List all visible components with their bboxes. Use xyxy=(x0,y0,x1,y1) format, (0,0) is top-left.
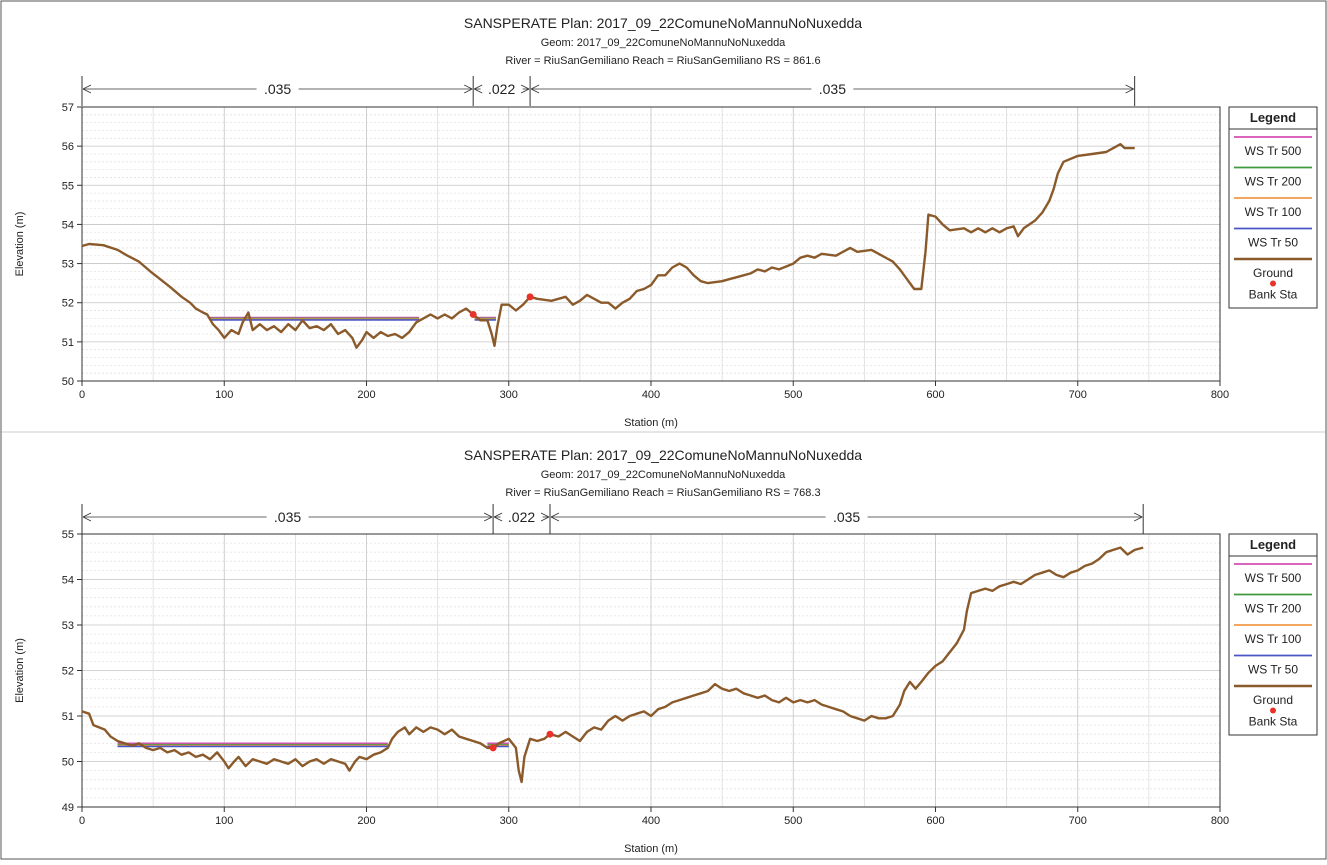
chart-title: SANSPERATE Plan: 2017_09_22ComuneNoMannu… xyxy=(464,15,862,31)
mannings-n-value: .035 xyxy=(819,81,846,97)
x-tick-label: 700 xyxy=(1069,815,1087,827)
legend-title: Legend xyxy=(1250,537,1296,552)
legend-entry-label: WS Tr 50 xyxy=(1248,236,1298,250)
bank-station-point xyxy=(526,293,534,301)
x-tick-label: 500 xyxy=(784,389,802,401)
legend-entry-label: WS Tr 50 xyxy=(1248,663,1298,677)
mannings-n-value: .035 xyxy=(833,509,860,525)
legend-entry-label: WS Tr 500 xyxy=(1245,144,1302,158)
y-tick-label: 53 xyxy=(62,620,74,632)
legend-entry-label: Bank Sta xyxy=(1249,288,1298,302)
chart-subtitle-geom: Geom: 2017_09_22ComuneNoMannuNoNuxedda xyxy=(541,469,786,481)
x-tick-label: 0 xyxy=(79,389,85,401)
legend-swatch-bank-station xyxy=(1270,707,1276,714)
bank-station-point xyxy=(469,310,477,318)
x-tick-label: 800 xyxy=(1211,815,1229,827)
legend-box xyxy=(1228,533,1318,736)
x-tick-label: 600 xyxy=(926,389,944,401)
legend-entry-label: WS Tr 200 xyxy=(1245,602,1302,616)
y-tick-label: 52 xyxy=(62,666,74,678)
bank-station-point xyxy=(489,744,497,752)
legend: Legend WS Tr 500 WS Tr 200 WS Tr 100 WS Tr 5… xyxy=(1228,533,1318,736)
mannings-arrow-left xyxy=(530,84,540,94)
legend-entry-label: WS Tr 100 xyxy=(1245,205,1302,219)
y-tick-label: 54 xyxy=(62,219,74,231)
y-tick-label: 53 xyxy=(62,259,74,271)
chart-panel-2: SANSPERATE Plan: 2017_09_22ComuneNoMannu… xyxy=(14,447,1318,855)
x-tick-label: 400 xyxy=(642,815,660,827)
x-tick-label: 200 xyxy=(357,815,375,827)
legend-box xyxy=(1228,106,1318,309)
y-tick-label: 50 xyxy=(62,376,74,388)
mannings-arrow-right xyxy=(1134,512,1143,522)
mannings-arrow-left xyxy=(493,512,503,522)
x-tick-label: 600 xyxy=(926,815,944,827)
y-tick-label: 55 xyxy=(62,180,74,192)
y-tick-label: 55 xyxy=(62,529,74,541)
x-tick-label: 100 xyxy=(215,389,233,401)
ground-profile-line xyxy=(81,143,1135,349)
y-axis-label: Elevation (m) xyxy=(14,638,26,703)
legend-entry-label: WS Tr 100 xyxy=(1245,632,1302,646)
x-tick-label: 300 xyxy=(500,815,518,827)
x-tick-label: 100 xyxy=(215,815,233,827)
y-tick-label: 50 xyxy=(62,757,74,769)
mannings-arrow-left xyxy=(82,512,92,522)
mannings-arrow-right xyxy=(520,84,530,94)
y-tick-label: 52 xyxy=(62,298,74,310)
chart-subtitle-river: River = RiuSanGemiliano Reach = RiuSanGe… xyxy=(505,55,820,67)
y-tick-label: 57 xyxy=(62,102,74,114)
x-tick-label: 0 xyxy=(79,815,85,827)
y-tick-label: 51 xyxy=(62,337,74,349)
x-tick-label: 500 xyxy=(784,815,802,827)
y-tick-label: 51 xyxy=(62,711,74,723)
mannings-arrow-right xyxy=(464,84,473,94)
x-tick-label: 400 xyxy=(642,389,660,401)
legend-entry-label: Ground xyxy=(1253,266,1293,280)
legend-entry-label: Ground xyxy=(1253,693,1293,707)
legend-entry-label: Bank Sta xyxy=(1249,715,1298,729)
x-axis-label: Station (m) xyxy=(624,417,678,429)
mannings-arrow-left xyxy=(474,84,483,94)
mannings-arrow-left xyxy=(550,512,560,522)
ground-profile-line xyxy=(81,546,1144,784)
chart-subtitle-geom: Geom: 2017_09_22ComuneNoMannuNoNuxedda xyxy=(541,37,786,49)
mannings-n-value: .022 xyxy=(508,509,535,525)
x-axis-label: Station (m) xyxy=(624,843,678,855)
legend: Legend WS Tr 500 WS Tr 200 WS Tr 100 WS Tr 5… xyxy=(1228,106,1318,309)
mannings-n-value: .035 xyxy=(264,81,291,97)
mannings-arrow-right xyxy=(483,512,493,522)
legend-title: Legend xyxy=(1250,110,1296,125)
x-tick-label: 800 xyxy=(1211,389,1229,401)
x-tick-label: 200 xyxy=(357,389,375,401)
mannings-arrow-right xyxy=(1125,84,1134,94)
mannings-n-value: .035 xyxy=(274,509,301,525)
x-tick-label: 300 xyxy=(500,389,518,401)
y-tick-label: 56 xyxy=(62,141,74,153)
mannings-n-value: .022 xyxy=(488,81,515,97)
legend-swatch-bank-station xyxy=(1270,280,1276,287)
bank-station-point xyxy=(546,730,554,738)
y-tick-label: 49 xyxy=(62,802,74,814)
x-tick-label: 700 xyxy=(1069,389,1087,401)
y-tick-label: 54 xyxy=(62,575,74,587)
chart-title: SANSPERATE Plan: 2017_09_22ComuneNoMannu… xyxy=(464,447,862,463)
mannings-arrow-left xyxy=(82,84,92,94)
legend-entry-label: WS Tr 500 xyxy=(1245,571,1302,585)
legend-entry-label: WS Tr 200 xyxy=(1245,175,1302,189)
chart-panel-1: SANSPERATE Plan: 2017_09_22ComuneNoMannu… xyxy=(14,15,1318,429)
chart-subtitle-river: River = RiuSanGemiliano Reach = RiuSanGe… xyxy=(505,487,820,499)
y-axis-label: Elevation (m) xyxy=(14,212,26,277)
mannings-arrow-right xyxy=(540,512,550,522)
